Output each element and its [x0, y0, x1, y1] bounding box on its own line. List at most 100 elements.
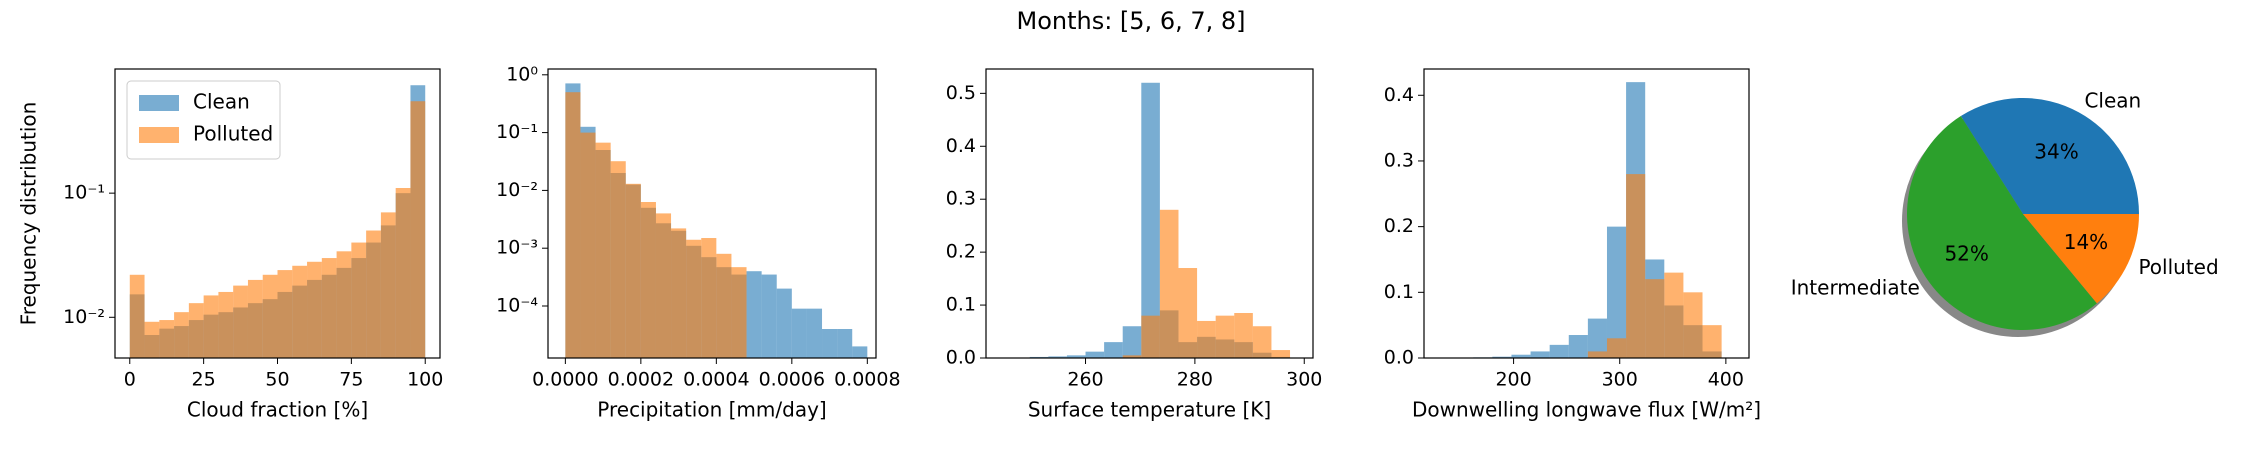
histogram-bar	[1141, 82, 1160, 358]
histogram-bar	[1048, 356, 1067, 358]
histogram-bar	[1606, 226, 1627, 358]
histogram-bar	[746, 271, 762, 358]
pie-label: Intermediate	[1791, 276, 1920, 300]
x-tick-label: 0.0000	[532, 369, 598, 391]
y-tick-label: 10⁻⁴	[496, 295, 538, 317]
y-tick-label: 10⁻²	[496, 179, 538, 201]
x-tick-label: 25	[192, 369, 216, 391]
histogram-bar	[218, 291, 234, 358]
histogram-bar	[806, 308, 823, 358]
axes-frame	[547, 68, 877, 359]
histogram-bar	[1549, 344, 1569, 358]
axes-frame	[1423, 68, 1750, 359]
histogram-bar	[1606, 338, 1627, 358]
histogram-bar	[1271, 350, 1291, 358]
histogram-bar	[671, 228, 687, 358]
histogram-bar	[395, 188, 411, 358]
histogram-bar	[822, 329, 838, 358]
y-tick-label: 0.2	[946, 241, 976, 263]
histogram-bar	[1626, 174, 1646, 358]
y-tick-label: 0.4	[1384, 84, 1414, 106]
x-tick-label: 75	[339, 369, 363, 391]
histogram-bar	[655, 213, 672, 358]
histogram-bar	[1104, 342, 1123, 358]
histogram-bar	[701, 238, 717, 358]
x-tick-label: 0.0002	[608, 369, 674, 391]
histogram-bar	[1066, 355, 1086, 358]
histogram-bar	[610, 161, 626, 358]
legend-swatch	[139, 95, 179, 111]
pie-slice	[1960, 97, 2139, 214]
histogram-bar	[321, 258, 337, 358]
histogram-bar	[852, 346, 868, 358]
y-tick-label: 10⁰	[506, 63, 538, 85]
histogram-bar	[410, 101, 426, 358]
histogram-bar	[366, 230, 381, 358]
x-tick-label: 0.0006	[759, 369, 825, 391]
y-tick-label: 0.2	[1384, 215, 1414, 237]
histogram-bar	[233, 285, 248, 358]
pie-value-label: 14%	[2064, 230, 2108, 254]
histogram-bar	[1178, 268, 1198, 358]
pie-value-label: 34%	[2034, 140, 2078, 164]
x-tick-label: 200	[1495, 369, 1531, 391]
y-tick-label: 10⁻¹	[63, 182, 105, 204]
y-tick-label: 10⁻¹	[496, 121, 538, 143]
x-tick-label: 100	[407, 369, 443, 391]
y-tick-label: 0.3	[946, 188, 976, 210]
histogram-bar	[129, 274, 145, 358]
x-tick-label: 300	[1286, 369, 1322, 391]
legend-label: Clean	[193, 90, 250, 114]
histogram-bar	[247, 279, 263, 358]
histogram-bar	[188, 303, 204, 358]
histogram-bar	[292, 265, 308, 358]
histogram-bar	[1587, 351, 1607, 358]
histogram-bar	[791, 308, 807, 358]
histogram-bar	[307, 261, 322, 358]
histogram-bar	[1683, 292, 1703, 358]
histogram-bar	[716, 253, 732, 358]
x-tick-label: 400	[1708, 369, 1744, 391]
x-tick-label: 260	[1067, 369, 1103, 391]
x-axis-label: Precipitation [mm/day]	[597, 398, 826, 422]
x-tick-label: 0	[124, 369, 136, 391]
pie-slice	[1907, 116, 2097, 330]
y-axis-label: Frequency distribution	[17, 102, 41, 326]
histogram-bar	[1664, 272, 1684, 358]
histogram-bar	[1159, 209, 1179, 358]
histogram-bar	[1234, 313, 1253, 358]
x-tick-label: 0.0008	[834, 369, 900, 391]
y-tick-label: 0.5	[946, 82, 976, 104]
x-axis-label: Surface temperature [K]	[1028, 398, 1271, 422]
x-tick-label: 0.0004	[683, 369, 749, 391]
histogram-bar	[159, 320, 175, 358]
histogram-bar	[625, 183, 641, 358]
y-tick-label: 0.0	[1384, 347, 1414, 369]
histogram-bar	[203, 295, 219, 358]
histogram-bar	[837, 329, 853, 358]
histogram-bar	[262, 274, 278, 358]
histogram-bar	[1085, 351, 1105, 358]
histogram-bar	[580, 132, 596, 358]
histogram-bar	[731, 267, 747, 358]
histogram-bar	[565, 92, 581, 358]
y-tick-label: 0.1	[946, 294, 976, 316]
histogram-bar	[336, 251, 352, 358]
histogram-bar	[1141, 315, 1160, 358]
histogram-bar	[761, 274, 777, 358]
histogram-bar	[144, 321, 160, 358]
y-tick-label: 0.1	[1384, 281, 1414, 303]
histogram-bar	[640, 201, 656, 358]
legend-swatch	[139, 127, 179, 143]
x-tick-label: 280	[1177, 369, 1213, 391]
figure-title: Months: [5, 6, 7, 8]	[1016, 7, 1245, 35]
pie-slice	[2023, 214, 2139, 304]
histogram-bar	[380, 212, 396, 358]
axes-frame	[985, 68, 1314, 359]
y-tick-label: 0.3	[1384, 149, 1414, 171]
histogram-bar	[174, 312, 189, 358]
legend-label: Polluted	[193, 122, 273, 146]
x-axis-label: Downwelling longwave flux [W/m²]	[1412, 398, 1761, 422]
pie-value-label: 52%	[1944, 241, 1988, 265]
